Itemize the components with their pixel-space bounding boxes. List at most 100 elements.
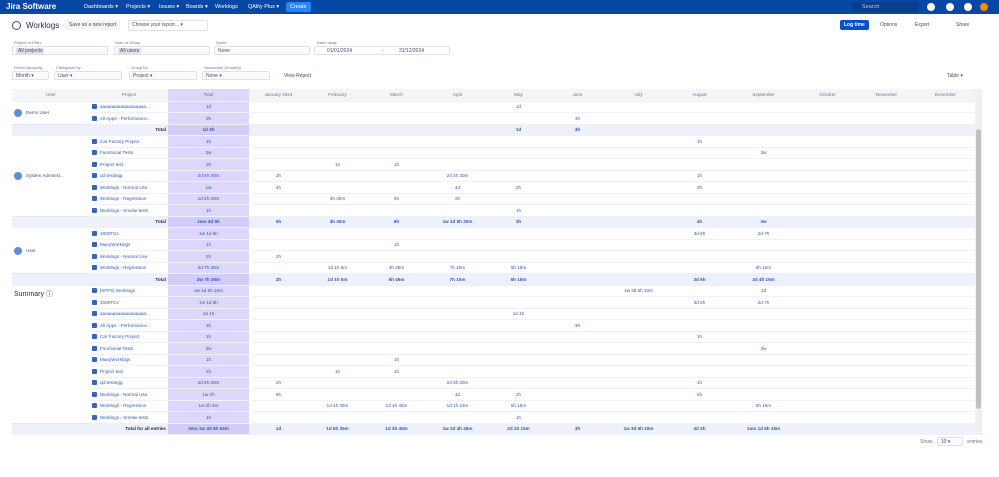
- project-cell[interactable]: aaaaaaaaaaaaaaaaaa...: [90, 101, 168, 113]
- project-cell[interactable]: Functional Tests: [90, 147, 168, 159]
- report-select[interactable]: Choose your report...: [128, 20, 208, 31]
- column-header[interactable]: April: [426, 89, 489, 102]
- nav-item[interactable]: Worklogs: [215, 4, 238, 10]
- project-name[interactable]: Car Factory Project: [100, 138, 140, 144]
- filter-input[interactable]: Project: [129, 71, 197, 80]
- view-mode[interactable]: Table: [943, 71, 967, 81]
- column-header[interactable]: July: [607, 89, 670, 102]
- nav-item[interactable]: Issues: [159, 4, 179, 10]
- filter-input[interactable]: Month: [12, 71, 49, 80]
- column-header[interactable]: October: [798, 89, 857, 102]
- column-header[interactable]: December: [916, 89, 975, 102]
- project-name[interactable]: All Apps - Performance...: [100, 115, 151, 121]
- project-cell[interactable]: Project test: [90, 158, 168, 171]
- project-name[interactable]: 1000TCs: [100, 230, 119, 236]
- column-header[interactable]: November: [857, 89, 916, 102]
- share-button[interactable]: Share: [952, 20, 974, 30]
- options-button[interactable]: Options: [876, 20, 902, 30]
- project-cell[interactable]: Functional Tests: [90, 342, 168, 355]
- column-header[interactable]: March: [367, 89, 426, 102]
- project-cell[interactable]: 1000TCs: [90, 227, 168, 240]
- project-cell[interactable]: aaaaaaaaaaaaaaaaaa...: [90, 308, 168, 320]
- filter-input[interactable]: All users: [114, 46, 210, 55]
- log-time-button[interactable]: Log time: [840, 20, 869, 30]
- date-from[interactable]: 01/01/2024: [327, 48, 353, 54]
- icon[interactable]: [927, 3, 935, 11]
- column-header[interactable]: September: [729, 89, 798, 102]
- project-cell[interactable]: Worklogs - Regression: [90, 400, 168, 412]
- filter-input[interactable]: None: [214, 46, 310, 55]
- scroll-thumb[interactable]: [976, 129, 981, 409]
- project-cell[interactable]: Car Factory Project: [90, 135, 168, 148]
- project-cell[interactable]: Worklogs - Regression: [90, 262, 168, 274]
- project-cell[interactable]: [XFPS] Worklogs: [90, 285, 168, 297]
- project-cell[interactable]: All Apps - Performance...: [90, 112, 168, 125]
- project-name[interactable]: Project test: [100, 368, 123, 374]
- project-name[interactable]: Project test: [100, 161, 123, 167]
- project-name[interactable]: [XFPS] Worklogs: [100, 288, 135, 294]
- project-name[interactable]: Worklogs - Regression: [100, 403, 147, 409]
- filter-input[interactable]: User: [54, 71, 122, 80]
- project-name[interactable]: qd testingg: [100, 173, 123, 179]
- filter-input[interactable]: All projects: [12, 46, 108, 55]
- project-name[interactable]: Worklogs - Smoke tests: [100, 414, 149, 420]
- project-name[interactable]: Functional Tests: [100, 150, 134, 156]
- column-header[interactable]: Total: [168, 89, 249, 102]
- icon[interactable]: [964, 3, 972, 11]
- project-name[interactable]: Worklogs - Regression: [100, 265, 147, 271]
- column-header[interactable]: February: [308, 89, 367, 102]
- column-header[interactable]: Project: [90, 89, 168, 102]
- project-cell[interactable]: Car Factory Project: [90, 331, 168, 343]
- project-name[interactable]: 1000TCs: [100, 299, 119, 305]
- project-cell[interactable]: Worklogs - Regression: [90, 193, 168, 205]
- column-header[interactable]: May: [489, 89, 548, 102]
- page-size[interactable]: 10: [936, 437, 963, 446]
- project-name[interactable]: Car Factory Project: [100, 334, 140, 340]
- view-report-button[interactable]: View Report: [280, 71, 316, 81]
- project-name[interactable]: qd testingg: [100, 380, 123, 386]
- project-cell[interactable]: Worklogs - Normal Use: [90, 250, 168, 263]
- project-cell[interactable]: qd testingg: [90, 170, 168, 182]
- nav-item[interactable]: Boards: [186, 4, 208, 10]
- product-name[interactable]: Jira Software: [6, 2, 57, 11]
- date-to[interactable]: 31/12/2024: [399, 48, 425, 54]
- project-name[interactable]: All Apps - Performance...: [100, 322, 151, 328]
- search-box[interactable]: Search: [852, 2, 918, 12]
- avatar[interactable]: [980, 3, 988, 11]
- empty-cell: [249, 308, 308, 320]
- date-range[interactable]: 01/01/2024 → 31/12/2024: [314, 46, 450, 55]
- scrollbar[interactable]: [975, 89, 982, 435]
- project-cell[interactable]: All Apps - Performance...: [90, 319, 168, 332]
- project-cell[interactable]: Worklogs - Normal Use: [90, 181, 168, 194]
- project-cell[interactable]: Project test: [90, 365, 168, 378]
- project-cell[interactable]: Worklogs - Smoke tests: [90, 411, 168, 424]
- project-name[interactable]: ManyWorklogs: [100, 242, 131, 248]
- column-header[interactable]: June: [548, 89, 607, 102]
- project-name[interactable]: aaaaaaaaaaaaaaaaaa...: [100, 311, 150, 317]
- project-cell[interactable]: Worklogs - Normal Use: [90, 388, 168, 401]
- nav-item[interactable]: QAlity Plus: [248, 4, 279, 10]
- project-name[interactable]: Worklogs - Normal Use: [100, 184, 148, 190]
- project-name[interactable]: Worklogs - Regression: [100, 196, 147, 202]
- project-name[interactable]: Functional Tests: [100, 345, 134, 351]
- project-cell[interactable]: qd testingg: [90, 377, 168, 389]
- project-cell[interactable]: ManyWorklogs: [90, 239, 168, 251]
- column-header[interactable]: User: [12, 89, 90, 102]
- project-cell[interactable]: 1000TCs: [90, 296, 168, 309]
- column-header[interactable]: August: [670, 89, 729, 102]
- project-name[interactable]: Worklogs - Normal Use: [100, 253, 148, 259]
- project-name[interactable]: Worklogs - Normal Use: [100, 391, 148, 397]
- project-name[interactable]: ManyWorklogs: [100, 357, 131, 363]
- nav-item[interactable]: Projects: [126, 4, 150, 10]
- nav-item[interactable]: Dashboards: [84, 4, 118, 10]
- project-name[interactable]: aaaaaaaaaaaaaaaaaa...: [100, 104, 150, 110]
- column-header[interactable]: January 2024: [249, 89, 308, 102]
- save-button[interactable]: Save as a new report: [65, 20, 121, 30]
- project-name[interactable]: Worklogs - Smoke tests: [100, 207, 149, 213]
- project-cell[interactable]: Worklogs - Smoke tests: [90, 204, 168, 217]
- create-button[interactable]: Create: [286, 2, 311, 12]
- export-button[interactable]: Export: [911, 20, 934, 30]
- filter-input[interactable]: None: [202, 71, 270, 80]
- icon[interactable]: [946, 3, 954, 11]
- project-cell[interactable]: ManyWorklogs: [90, 354, 168, 366]
